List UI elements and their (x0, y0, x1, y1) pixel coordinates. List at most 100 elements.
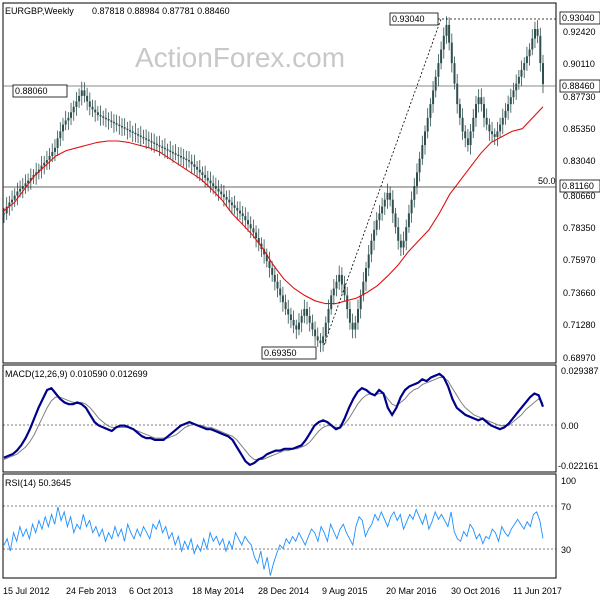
candle-body (115, 123, 118, 125)
candle-body (501, 117, 504, 125)
macd-signal-line (3, 377, 544, 460)
candle-body (367, 254, 370, 269)
fib-level-label: 50.0 (538, 176, 556, 186)
candle-body (410, 199, 413, 214)
candle-body (43, 162, 46, 166)
candle-body (134, 132, 137, 135)
candle-body (118, 124, 121, 126)
candle-body (88, 101, 91, 107)
candle-body (158, 145, 161, 147)
candle-body (59, 131, 62, 139)
candle-body (129, 130, 131, 132)
candle-body (70, 112, 72, 118)
candle-body (86, 95, 89, 102)
candle-body (239, 210, 241, 214)
candle-body (279, 288, 282, 296)
candle-body (421, 145, 424, 159)
candle-body (56, 138, 59, 148)
candle-body (289, 314, 292, 320)
candle-body (512, 90, 515, 98)
candle-body (99, 115, 102, 117)
candle-body (338, 274, 341, 282)
price-y-tick-label: 0.90110 (563, 59, 595, 69)
candle-body (432, 90, 435, 105)
candle-body (515, 83, 518, 91)
candle-body (359, 295, 362, 310)
candle-body (536, 29, 539, 36)
candle-body (145, 138, 148, 140)
candle-body (54, 147, 56, 152)
annotation-label: 0.69350 (264, 348, 297, 358)
candle-body (204, 175, 207, 178)
rsi-y-tick-label: 100 (561, 476, 576, 486)
candle-body (169, 150, 172, 152)
candle-body (104, 117, 107, 120)
candle-body (19, 188, 22, 192)
rsi-panel: RSI(14) 50.3645 100 70 30 (2, 473, 576, 579)
candle-body (381, 206, 384, 214)
candle-body (13, 195, 16, 200)
candle-body (324, 322, 327, 337)
candle-body (161, 146, 164, 148)
candle-body (190, 161, 193, 165)
candle-body (131, 131, 134, 133)
candle-body (174, 153, 177, 155)
candle-body (348, 309, 351, 323)
candle-body (230, 202, 233, 206)
candle-body (142, 136, 145, 139)
candle-body (268, 261, 271, 268)
candle-body (8, 202, 11, 207)
candle-body (340, 274, 343, 285)
x-tick-label: 6 Oct 2013 (129, 586, 173, 596)
candle-body (477, 97, 480, 105)
candle-body (343, 284, 346, 296)
candle-body (126, 128, 129, 131)
candle-body (504, 110, 507, 118)
candle-body (542, 63, 544, 85)
candle-body (445, 24, 448, 36)
candle-body (534, 29, 536, 39)
candle-body (335, 281, 338, 289)
candle-body (362, 281, 365, 296)
candle-body (389, 192, 392, 200)
candle-body (330, 295, 333, 310)
price-y-tick-label: 0.83040 (563, 156, 596, 166)
candle-body (488, 124, 491, 132)
candle-body (155, 143, 158, 146)
candle-body (365, 268, 367, 282)
candle-body (27, 180, 30, 184)
price-title: EURGBP,Weekly (5, 6, 74, 16)
x-tick-label: 30 Oct 2016 (451, 586, 500, 596)
candle-body (163, 147, 166, 150)
candle-body (357, 309, 359, 323)
candle-body (480, 97, 483, 105)
candle-body (271, 268, 274, 275)
rsi-y-tick-label: 30 (561, 545, 571, 555)
price-y-tick: 0.81160 (559, 179, 600, 193)
candle-body (107, 119, 110, 121)
candle-body (180, 156, 182, 158)
candle-body (375, 220, 378, 230)
candle-body (281, 295, 284, 303)
candle-body (214, 186, 217, 189)
candle-body (475, 104, 477, 118)
price-panel: ActionForex.com 50.0 EURGBP,Weekly 0.878… (2, 2, 600, 364)
price-y-tick-label: 0.81160 (562, 181, 594, 191)
trend-dashed-line (323, 18, 442, 346)
candle-body (308, 315, 311, 323)
price-y-tick-label: 0.92420 (563, 27, 596, 37)
candle-body (424, 131, 426, 146)
candle-body (188, 160, 190, 162)
candle-body (121, 126, 123, 128)
candle-body (319, 340, 322, 344)
candle-body (252, 228, 255, 233)
x-tick-label: 15 Jul 2012 (3, 586, 50, 596)
candle-body (483, 104, 485, 118)
candle-body (273, 274, 276, 282)
candle-body (440, 49, 443, 64)
x-tick-label: 18 May 2014 (192, 586, 244, 596)
candle-body (16, 191, 19, 196)
candle-body (284, 302, 287, 309)
candle-body (351, 322, 354, 330)
rsi-line (3, 506, 544, 576)
